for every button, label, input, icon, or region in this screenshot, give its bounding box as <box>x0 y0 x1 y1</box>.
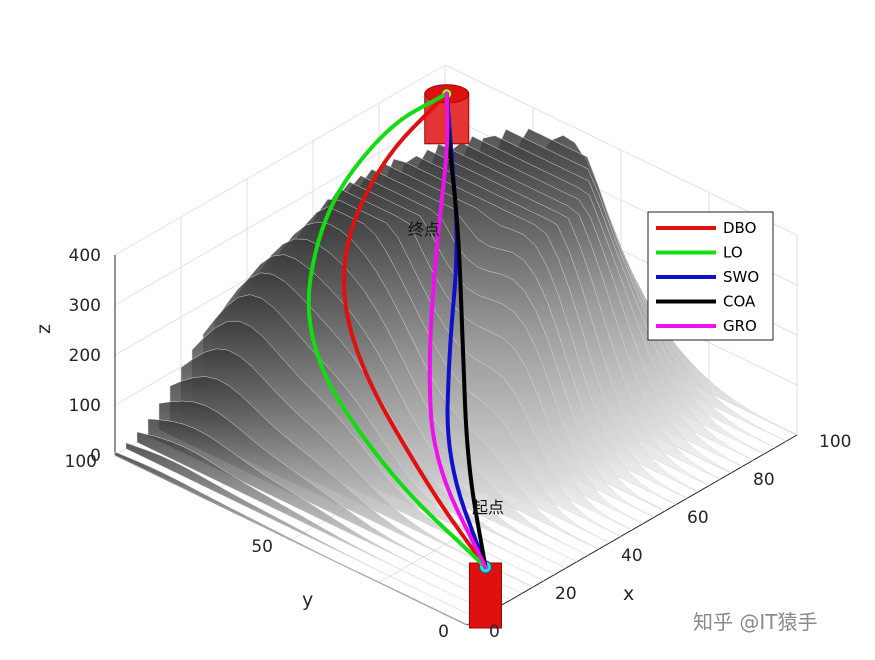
start-point-label: 起点 <box>472 498 504 517</box>
x-tick-label: 40 <box>621 546 643 566</box>
terrain-slice <box>125 442 479 619</box>
legend-label-coa: COA <box>723 293 756 311</box>
series-line-lo <box>306 91 488 569</box>
legend-label-lo: LO <box>723 244 743 262</box>
terrain-slice <box>147 418 501 607</box>
watermark: 知乎 @IT猿手 <box>693 610 817 634</box>
series-paths <box>306 91 488 569</box>
y-tick-label: 100 <box>65 452 97 472</box>
terrain-slice <box>169 376 523 594</box>
x-tick-label: 0 <box>489 622 500 642</box>
legend-label-swo: SWO <box>723 268 759 286</box>
terrain-slice <box>202 294 556 575</box>
grid-line <box>114 64 446 256</box>
series-line-coa <box>444 91 488 569</box>
terrain-slice <box>180 348 534 588</box>
series-line-dbo <box>341 91 488 569</box>
terrain-slice <box>114 451 468 626</box>
z-tick-label: 400 <box>69 246 101 266</box>
y-tick-label: 0 <box>438 622 449 642</box>
legend-label-dbo: DBO <box>723 219 756 237</box>
y-tick-label: 50 <box>251 537 273 557</box>
start-obstacle <box>468 562 502 629</box>
x-tick-label: 80 <box>753 470 775 490</box>
terrain-surface <box>114 128 798 626</box>
z-tick-label: 0 <box>90 446 101 466</box>
legend-label-gro: GRO <box>723 317 757 335</box>
terrain-slice <box>158 400 512 600</box>
grid-line <box>114 114 446 306</box>
legend: DBO LO SWO COA GRO <box>647 211 774 341</box>
x-tick-label: 100 <box>819 432 851 452</box>
z-tick-label: 200 <box>69 346 101 366</box>
series-line-gro <box>427 91 488 569</box>
z-axis-label: z <box>33 324 55 334</box>
x-tick-label: 60 <box>687 508 709 528</box>
end-point-label: 终点 <box>408 220 440 239</box>
z-tick-label: 100 <box>69 396 101 416</box>
x-axis-label: x <box>623 583 634 605</box>
terrain-slice <box>136 431 490 613</box>
z-tick-label: 300 <box>69 296 101 316</box>
x-tick-label: 20 <box>555 584 577 604</box>
y-axis-label: y <box>302 589 313 611</box>
